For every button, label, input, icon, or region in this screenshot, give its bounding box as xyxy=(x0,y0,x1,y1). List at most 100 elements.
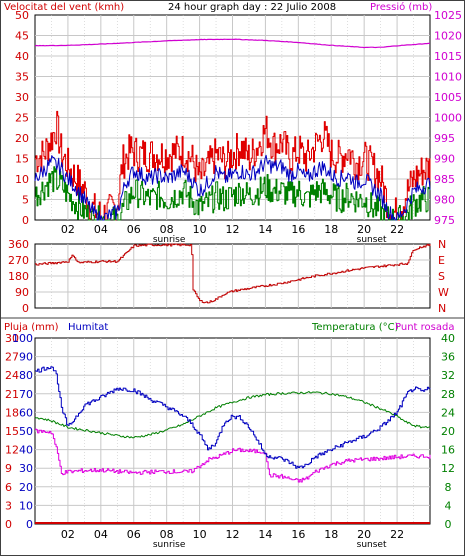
y2-tick-label: 1015 xyxy=(434,50,462,63)
direction-axes: 0 N 90 W 180 S 270 E 360 N xyxy=(8,238,449,315)
temperature-tick-label: 0 xyxy=(445,518,452,531)
y-tick-label: 0 xyxy=(22,302,29,315)
x-tick-label: 12 xyxy=(226,528,240,541)
y-tick-label: 30 xyxy=(15,91,29,104)
wind-direction-line xyxy=(35,243,431,304)
y2-tick-label: 990 xyxy=(434,153,455,166)
humidity-tick-label: 40 xyxy=(19,444,33,457)
x-tick-label: 16 xyxy=(291,528,305,541)
rain-tick-label: 0 xyxy=(5,518,12,531)
wind-speed-label: Velocitat del vent (kmh) xyxy=(4,2,124,13)
y-tick-label: 45 xyxy=(15,30,29,43)
y2-tick-label: 985 xyxy=(434,173,455,186)
x-tick-label: 22 xyxy=(390,223,404,236)
temperature-tick-label: 12 xyxy=(441,462,455,475)
sun-annotation: sunrise xyxy=(153,540,186,550)
x-tick-label: 04 xyxy=(94,223,108,236)
wind-direction-panel: 0 N 90 W 180 S 270 E 360 N xyxy=(8,238,449,315)
dewpoint-label: Punt rosada xyxy=(395,322,454,333)
x-tick-label: 20 xyxy=(357,528,371,541)
temp-grid xyxy=(35,338,430,524)
rain-label: Pluja (mm) xyxy=(4,322,59,333)
humidity-tick-label: 50 xyxy=(19,425,33,438)
x-tick-label: 16 xyxy=(291,223,305,236)
compass-label: N xyxy=(438,238,446,251)
y-tick-label: 90 xyxy=(15,286,29,299)
y2-tick-label: 1025 xyxy=(434,9,462,22)
x-tick-label: 22 xyxy=(390,528,404,541)
y-tick-label: 5 xyxy=(22,194,29,207)
wind-average-line xyxy=(34,154,431,221)
humidity-tick-label: 60 xyxy=(19,406,33,419)
temperature-label: Temperatura (°C) xyxy=(311,322,399,333)
rain-tick-label: 12 xyxy=(5,444,19,457)
y-tick-label: 20 xyxy=(15,132,29,145)
temperature-tick-label: 4 xyxy=(445,499,452,512)
x-tick-label: 14 xyxy=(258,528,272,541)
rain-tick-label: 6 xyxy=(5,481,12,494)
y2-tick-label: 975 xyxy=(434,214,455,227)
pressure-line xyxy=(34,38,431,49)
y2-tick-label: 1000 xyxy=(434,112,462,125)
x-tick-label: 06 xyxy=(127,528,141,541)
y2-tick-label: 1020 xyxy=(434,30,462,43)
temperature-tick-label: 40 xyxy=(441,332,455,345)
x-tick-label: 08 xyxy=(160,528,174,541)
y-tick-label: 50 xyxy=(15,9,29,22)
humidity-tick-label: 70 xyxy=(19,388,33,401)
pressure-label: Pressió (mb) xyxy=(370,1,432,13)
temp-series xyxy=(34,366,431,524)
direction-series xyxy=(35,243,431,304)
y-tick-label: 15 xyxy=(15,153,29,166)
x-tick-label: 10 xyxy=(193,528,207,541)
humidity-line xyxy=(35,366,431,469)
rain-tick-label: 15 xyxy=(5,425,19,438)
compass-label: N xyxy=(438,302,446,315)
rain-tick-label: 9 xyxy=(5,462,12,475)
y-tick-label: 40 xyxy=(15,50,29,63)
humidity-tick-label: 100 xyxy=(12,332,33,345)
y-tick-label: 35 xyxy=(15,71,29,84)
rain-tick-label: 27 xyxy=(5,351,19,364)
x-tick-label: 12 xyxy=(226,223,240,236)
temperature-line xyxy=(34,391,431,439)
y2-tick-label: 1010 xyxy=(434,71,462,84)
wind-grid xyxy=(35,15,430,220)
x-tick-label: 02 xyxy=(61,223,75,236)
humidity-tick-label: 90 xyxy=(19,351,33,364)
x-tick-label: 14 xyxy=(258,223,272,236)
wind-axes: 0510152025303540455097598098599099510001… xyxy=(15,9,462,245)
sun-annotation: sunset xyxy=(357,540,387,550)
temperature-tick-label: 16 xyxy=(441,444,455,457)
y-tick-label: 270 xyxy=(8,254,29,267)
x-tick-label: 18 xyxy=(324,223,338,236)
compass-label: S xyxy=(438,270,445,283)
y-tick-label: 10 xyxy=(15,173,29,186)
temperature-tick-label: 8 xyxy=(445,481,452,494)
dewpoint-line xyxy=(35,428,431,483)
sun-annotation: sunset xyxy=(357,235,387,245)
temperature-tick-label: 20 xyxy=(441,425,455,438)
temperature-tick-label: 24 xyxy=(441,406,455,419)
temperature-tick-label: 28 xyxy=(441,388,455,401)
humidity-tick-label: 0 xyxy=(26,518,33,531)
y-tick-label: 0 xyxy=(22,214,29,227)
x-tick-label: 10 xyxy=(193,223,207,236)
temperature-tick-label: 36 xyxy=(441,351,455,364)
wind-series xyxy=(34,38,431,221)
x-tick-label: 04 xyxy=(94,528,108,541)
y2-tick-label: 980 xyxy=(434,194,455,207)
x-tick-label: 08 xyxy=(160,223,174,236)
humidity-tick-label: 30 xyxy=(19,462,33,475)
rain-tick-label: 18 xyxy=(5,406,19,419)
compass-label: E xyxy=(438,254,445,267)
temperature-tick-label: 32 xyxy=(441,369,455,382)
compass-label: W xyxy=(438,286,449,299)
rain-tick-label: 30 xyxy=(5,332,19,345)
rain-tick-label: 21 xyxy=(5,388,19,401)
x-tick-label: 06 xyxy=(127,223,141,236)
wind-minimum-line xyxy=(35,166,431,221)
